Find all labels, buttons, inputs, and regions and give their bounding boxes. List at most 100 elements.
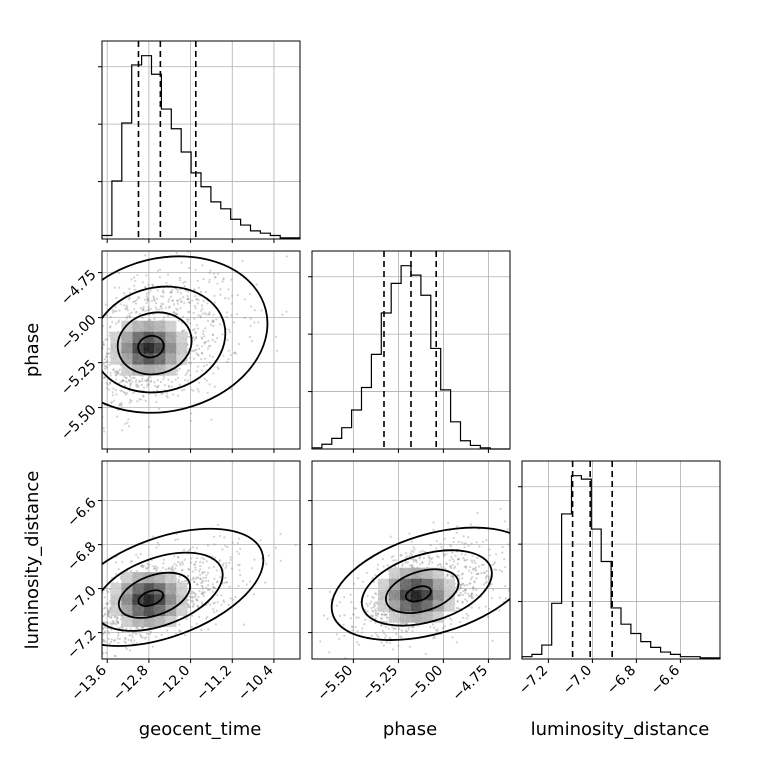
density-cell — [132, 583, 144, 595]
sample-point — [464, 553, 467, 556]
sample-point — [200, 304, 204, 307]
sample-point — [193, 581, 196, 584]
sample-point — [373, 603, 376, 606]
sample-point — [133, 639, 136, 642]
sample-point — [190, 590, 193, 593]
sample-point — [428, 556, 431, 559]
sample-point — [215, 609, 218, 613]
sample-point — [184, 379, 187, 382]
contour-level — [360, 549, 493, 627]
sample-point — [123, 640, 126, 643]
sample-point — [200, 628, 203, 632]
sample-point — [128, 379, 131, 382]
sample-point — [400, 629, 403, 632]
sample-point — [126, 309, 129, 312]
sample-point — [145, 380, 148, 383]
sample-point — [181, 389, 184, 392]
sample-point — [443, 567, 446, 570]
sample-point — [371, 609, 374, 612]
sample-point — [450, 618, 453, 621]
contour-level — [102, 285, 227, 394]
sample-point — [133, 288, 136, 291]
sample-point — [102, 639, 106, 642]
sample-point — [200, 557, 203, 560]
sample-point — [120, 404, 123, 407]
sample-point — [174, 312, 177, 315]
sample-point — [128, 380, 131, 383]
sample-point — [449, 617, 452, 620]
sample-point — [96, 599, 98, 601]
sample-point — [142, 309, 145, 312]
sample-point — [448, 559, 451, 562]
sample-point — [128, 379, 131, 382]
sample-point — [518, 551, 520, 553]
sample-point — [124, 307, 127, 310]
contour-level — [404, 585, 432, 603]
sample-point — [404, 622, 407, 625]
sample-point — [163, 316, 166, 319]
sample-point — [228, 561, 231, 565]
x-tick-label: −11.2 — [193, 663, 235, 705]
sample-point — [191, 243, 193, 245]
sample-point — [184, 373, 187, 377]
sample-point — [467, 536, 470, 539]
sample-point — [181, 580, 184, 583]
density-cell — [165, 353, 177, 365]
sample-point — [141, 377, 144, 380]
sample-point — [221, 280, 224, 283]
sample-point — [107, 630, 110, 633]
sample-point — [147, 291, 150, 294]
sample-point — [130, 278, 133, 281]
sample-point — [200, 592, 204, 595]
sample-point — [107, 602, 110, 605]
sample-point — [469, 566, 472, 569]
sample-point — [195, 335, 198, 339]
sample-point — [472, 567, 475, 570]
sample-point — [462, 616, 465, 619]
sample-point — [133, 276, 136, 279]
sample-point — [89, 616, 91, 618]
sample-point — [461, 582, 464, 585]
sample-point — [195, 297, 198, 300]
sample-point — [146, 385, 149, 388]
sample-point — [175, 533, 178, 536]
sample-point — [190, 596, 193, 599]
sample-point — [450, 556, 453, 559]
sample-point — [215, 245, 217, 247]
sample-point — [208, 278, 211, 281]
sample-point — [198, 590, 201, 593]
y-tick-label: −7.2 — [64, 627, 99, 662]
sample-point — [128, 291, 132, 294]
sample-point — [338, 601, 342, 604]
sample-point — [366, 604, 369, 608]
sample-point — [219, 576, 222, 579]
sample-point — [196, 583, 199, 586]
sample-point — [453, 565, 457, 568]
sample-point — [97, 377, 99, 379]
density-cell — [154, 572, 166, 584]
sample-point — [160, 307, 163, 310]
sample-point — [107, 388, 111, 391]
sample-point — [117, 621, 120, 624]
panel-frame — [311, 250, 511, 450]
sample-point — [170, 380, 173, 383]
sample-point — [230, 302, 233, 305]
y-tick-label: −5.25 — [58, 357, 100, 399]
sample-point — [474, 566, 477, 569]
sample-point — [129, 627, 132, 630]
density-cell — [110, 605, 122, 617]
sample-point — [175, 287, 178, 290]
sample-point — [179, 288, 182, 291]
sample-point — [457, 593, 460, 597]
sample-point — [524, 575, 526, 577]
sample-point — [428, 562, 431, 566]
sample-point — [154, 384, 157, 387]
density-cell — [176, 331, 188, 343]
sample-point — [372, 610, 375, 613]
sample-point — [201, 591, 205, 594]
sample-point — [257, 321, 260, 324]
sample-point — [173, 555, 176, 558]
sample-point — [177, 394, 180, 397]
sample-point — [192, 311, 195, 314]
sample-point — [374, 573, 377, 577]
